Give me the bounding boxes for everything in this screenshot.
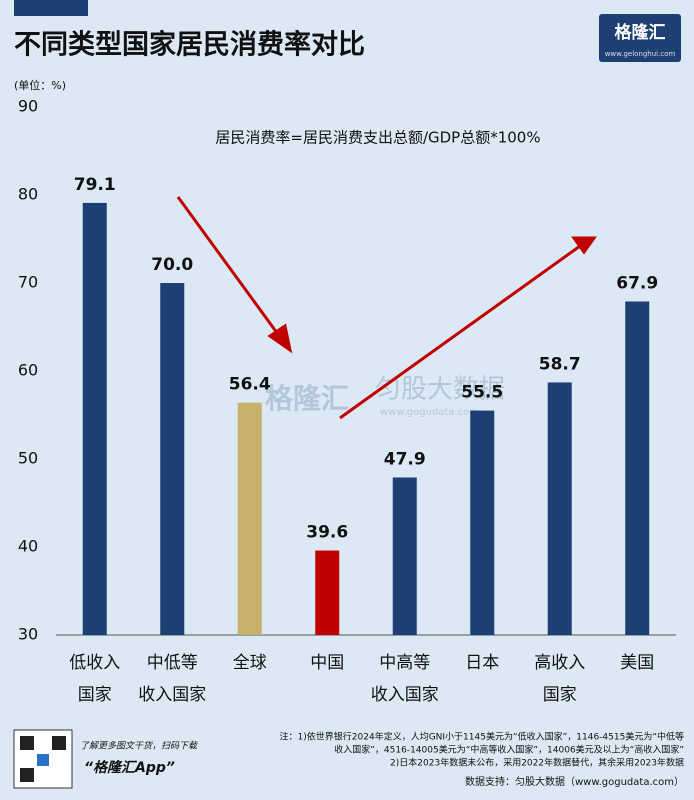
plot: 30 40 50 60 70 80 90 低收入国家 79.1 中低等收入国家 70.0 全球 56.4… xyxy=(18,97,676,705)
watermark-data: 匀股大数据 xyxy=(375,375,505,405)
y-tick-label: 80 xyxy=(18,185,38,204)
x-tick-label: 美国 xyxy=(620,653,654,673)
value-label: 58.7 xyxy=(539,354,581,374)
x-tick-label: 低收入国家 xyxy=(69,653,120,705)
data-source: 数据支持：匀股大数据（www.gogudata.com） xyxy=(465,775,684,788)
y-tick-label: 60 xyxy=(18,361,38,380)
watermark-brand: 格隆汇 xyxy=(265,382,349,415)
value-label: 55.5 xyxy=(461,383,503,403)
y-tick-label: 90 xyxy=(18,97,38,116)
value-label: 39.6 xyxy=(306,523,348,543)
promo-text: 了解更多图文干货，扫码下载 xyxy=(80,741,198,752)
footnote: 收入国家”，4516-14005美元为“中高等收入国家”，14006美元及以上为… xyxy=(334,744,684,756)
logo-name: 格隆汇 xyxy=(615,22,666,43)
app-name: “格隆汇App” xyxy=(84,759,175,776)
x-tick-label: 中高等收入国家 xyxy=(371,653,439,705)
value-label: 79.1 xyxy=(74,175,116,195)
arrowhead xyxy=(571,236,597,255)
trend-arrows xyxy=(176,196,597,420)
bar xyxy=(315,550,340,635)
x-tick-label: 中低等收入国家 xyxy=(138,653,206,705)
watermark: 格隆汇 匀股大数据 www.gogudata.com xyxy=(265,375,505,419)
y-tick-label: 50 xyxy=(18,449,38,468)
bar xyxy=(470,410,495,635)
bar xyxy=(547,382,572,635)
value-label: 70.0 xyxy=(151,255,193,275)
y-tick-label: 30 xyxy=(18,625,38,644)
unit-label: (单位：%) xyxy=(14,78,66,92)
value-label: 56.4 xyxy=(229,375,271,395)
arrowhead xyxy=(267,323,293,354)
chart-title: 不同类型国家居民消费率对比 xyxy=(14,29,365,61)
bar xyxy=(392,477,417,635)
value-label: 67.9 xyxy=(616,273,658,293)
logo-box xyxy=(599,14,681,62)
x-tick-label: 日本 xyxy=(465,653,499,673)
bar xyxy=(82,202,107,636)
qr-corner xyxy=(20,736,34,750)
qr-logo xyxy=(37,754,49,766)
footnote: 注：1)依世界银行2024年定义，人均GNI小于1145美元为“低收入国家”，1… xyxy=(280,731,684,743)
corner-bar xyxy=(14,0,88,16)
value-label: 47.9 xyxy=(384,449,426,469)
bar xyxy=(237,402,262,635)
watermark-url: www.gogudata.com xyxy=(380,407,479,418)
x-tick-label: 中国 xyxy=(310,653,344,673)
bar xyxy=(160,283,185,635)
y-tick-label: 40 xyxy=(18,537,38,556)
x-tick-label: 高收入国家 xyxy=(534,653,585,705)
arrow-up xyxy=(339,244,581,420)
footnote: 2)日本2023年数据未公布，采用2022年数据替代，其余采用2023年数据 xyxy=(390,757,684,769)
qr-corner xyxy=(52,736,66,750)
x-tick-label: 全球 xyxy=(233,653,267,673)
bar xyxy=(625,301,650,635)
logo-url: www.gelonghui.com xyxy=(605,50,676,58)
formula-annotation: 居民消费率=居民消费支出总额/GDP总额*100% xyxy=(215,129,540,147)
arrow-down xyxy=(176,196,282,338)
qr-corner xyxy=(20,768,34,782)
y-tick-label: 70 xyxy=(18,273,38,292)
